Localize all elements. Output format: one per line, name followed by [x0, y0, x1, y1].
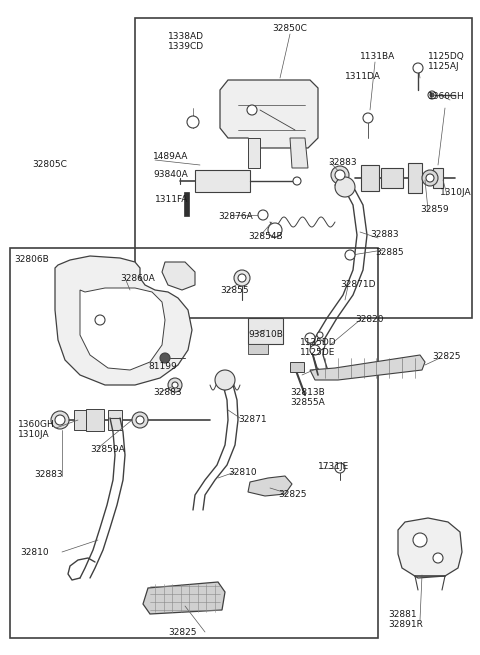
Bar: [290, 362, 304, 372]
Circle shape: [413, 63, 423, 73]
Bar: [135, 18, 472, 318]
Polygon shape: [310, 355, 425, 380]
Text: 32825: 32825: [432, 352, 460, 361]
Polygon shape: [290, 138, 308, 168]
Circle shape: [335, 170, 345, 180]
Text: 81199: 81199: [148, 362, 177, 371]
Text: 1311DA: 1311DA: [345, 72, 381, 81]
Text: 32825: 32825: [168, 628, 196, 637]
Text: 32860A: 32860A: [120, 274, 155, 283]
Bar: [86, 409, 104, 431]
Text: 32854B: 32854B: [248, 232, 283, 241]
Text: 1310JA: 1310JA: [440, 188, 472, 197]
Text: 1360GH
1310JA: 1360GH 1310JA: [18, 420, 55, 440]
Text: 32855: 32855: [220, 286, 249, 295]
Circle shape: [168, 378, 182, 392]
Polygon shape: [248, 476, 292, 496]
Text: 32850C: 32850C: [272, 24, 307, 33]
Circle shape: [433, 553, 443, 563]
Text: 1125DQ
1125AJ: 1125DQ 1125AJ: [428, 52, 465, 71]
Bar: [195, 170, 250, 192]
Text: 1311FA: 1311FA: [155, 195, 188, 204]
Circle shape: [160, 353, 170, 363]
Text: 93810B: 93810B: [248, 330, 283, 339]
Text: 32883: 32883: [370, 230, 398, 239]
Text: 32825: 32825: [278, 490, 307, 499]
Bar: [108, 410, 122, 430]
Text: 32876A: 32876A: [218, 212, 253, 221]
Polygon shape: [143, 582, 225, 614]
Text: 1489AA: 1489AA: [153, 152, 188, 161]
Polygon shape: [248, 138, 260, 168]
Circle shape: [305, 333, 315, 343]
Circle shape: [430, 93, 434, 97]
Circle shape: [428, 91, 436, 99]
Bar: [408, 163, 422, 193]
Bar: [74, 410, 86, 430]
Circle shape: [315, 340, 325, 350]
Circle shape: [426, 174, 434, 182]
Circle shape: [55, 415, 65, 425]
Text: 1731JE: 1731JE: [318, 462, 349, 471]
Text: 32871: 32871: [238, 415, 266, 424]
Text: 32813B
32855A: 32813B 32855A: [290, 388, 325, 407]
Circle shape: [268, 223, 282, 237]
Text: 32810: 32810: [20, 548, 48, 557]
Text: 32883: 32883: [34, 470, 62, 479]
Circle shape: [363, 113, 373, 123]
Circle shape: [215, 370, 235, 390]
Text: 32820: 32820: [355, 315, 384, 324]
Text: 1131BA: 1131BA: [360, 52, 395, 61]
Text: 32806B: 32806B: [14, 255, 49, 264]
Circle shape: [345, 250, 355, 260]
Text: 1360GH: 1360GH: [428, 92, 465, 101]
Circle shape: [95, 315, 105, 325]
Circle shape: [310, 345, 320, 355]
Circle shape: [258, 210, 268, 220]
Polygon shape: [398, 518, 462, 578]
Circle shape: [132, 412, 148, 428]
Text: 1125DD
1125DE: 1125DD 1125DE: [300, 338, 336, 358]
Circle shape: [413, 533, 427, 547]
Bar: [248, 318, 283, 344]
Polygon shape: [55, 256, 192, 385]
Circle shape: [293, 177, 301, 185]
Text: 32883: 32883: [153, 388, 181, 397]
Text: 32859: 32859: [420, 205, 449, 214]
Polygon shape: [80, 288, 165, 370]
Circle shape: [317, 332, 323, 338]
Circle shape: [238, 274, 246, 282]
Text: 32805C: 32805C: [32, 160, 67, 169]
Text: 32871D: 32871D: [340, 280, 375, 289]
Bar: [361, 165, 379, 191]
Text: 32885: 32885: [375, 248, 404, 257]
Text: 1338AD
1339CD: 1338AD 1339CD: [168, 32, 204, 51]
Text: 32810: 32810: [228, 468, 257, 477]
Circle shape: [335, 463, 345, 473]
Text: 32883: 32883: [328, 158, 357, 167]
Bar: [248, 344, 268, 354]
Circle shape: [187, 116, 199, 128]
Circle shape: [136, 416, 144, 424]
Circle shape: [51, 411, 69, 429]
Circle shape: [172, 382, 178, 388]
Circle shape: [234, 270, 250, 286]
Circle shape: [335, 177, 355, 197]
Text: 93840A: 93840A: [153, 170, 188, 179]
Text: 32859A: 32859A: [90, 445, 125, 454]
Bar: [10, 248, 378, 638]
Polygon shape: [162, 262, 195, 290]
Bar: [381, 168, 403, 188]
Circle shape: [247, 105, 257, 115]
Circle shape: [422, 170, 438, 186]
Bar: [184, 192, 189, 216]
Text: 32881
32891R: 32881 32891R: [388, 610, 423, 629]
Bar: [433, 168, 443, 188]
Circle shape: [331, 166, 349, 184]
Polygon shape: [220, 80, 318, 148]
